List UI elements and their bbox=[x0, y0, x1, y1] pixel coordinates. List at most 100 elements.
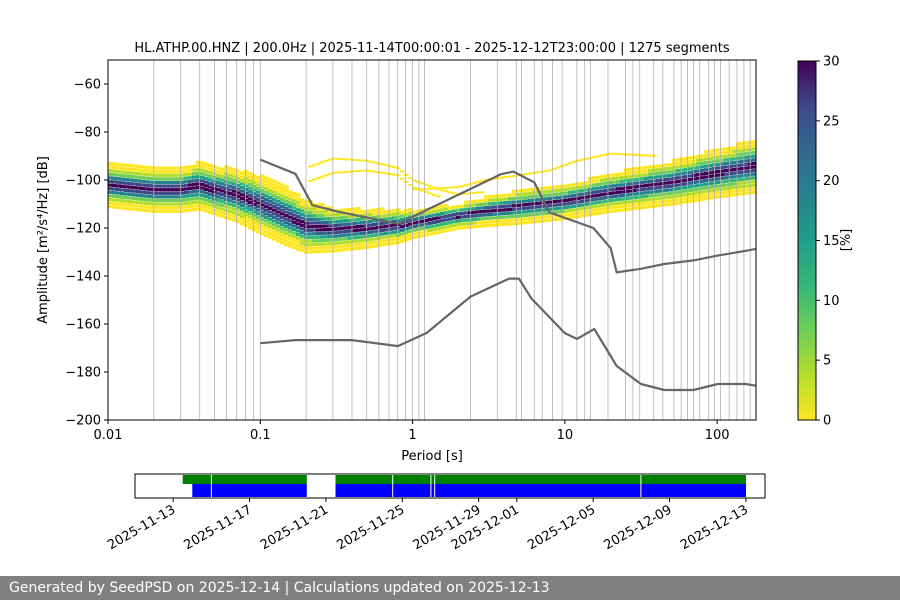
plot-frame bbox=[107, 59, 757, 421]
heatmap-cell bbox=[188, 172, 193, 176]
heatmap-cell bbox=[228, 177, 233, 181]
heatmap-cell bbox=[280, 223, 285, 227]
heatmap-cell bbox=[368, 245, 373, 249]
heatmap-cell bbox=[172, 191, 177, 195]
heatmap-cell bbox=[208, 178, 213, 182]
heatmap-cell bbox=[564, 205, 569, 210]
heatmap-cell bbox=[492, 219, 497, 224]
heatmap-cell bbox=[732, 175, 737, 179]
heatmap-cell bbox=[108, 190, 113, 194]
heatmap-cell bbox=[300, 245, 305, 249]
heatmap-scatter-cell bbox=[308, 165, 313, 168]
heatmap-cell bbox=[408, 226, 413, 230]
heatmap-cell bbox=[632, 199, 637, 203]
heatmap-cell bbox=[144, 198, 149, 202]
heatmap-cell bbox=[296, 240, 301, 244]
heatmap-cell bbox=[116, 180, 121, 184]
heatmap-cell bbox=[376, 236, 381, 240]
heatmap-cell bbox=[596, 175, 601, 179]
heatmap-cell bbox=[416, 209, 421, 213]
heatmap-cell bbox=[380, 214, 385, 218]
heatmap-cell bbox=[444, 203, 449, 208]
heatmap-cell bbox=[132, 193, 137, 197]
heatmap-cell bbox=[264, 183, 269, 187]
heatmap-cell bbox=[644, 194, 649, 198]
heatmap-cell bbox=[644, 169, 649, 173]
heatmap-cell bbox=[168, 184, 173, 188]
heatmap-cell bbox=[688, 199, 693, 203]
heatmap-cell bbox=[504, 201, 509, 205]
heatmap-cell bbox=[696, 176, 701, 180]
heatmap-cell bbox=[352, 225, 357, 229]
heatmap-cell bbox=[160, 180, 165, 185]
heatmap-cell bbox=[728, 157, 733, 161]
heatmap-cell bbox=[244, 209, 249, 213]
heatmap-cell bbox=[596, 211, 601, 215]
heatmap-cell bbox=[312, 235, 317, 239]
availability-bar bbox=[335, 475, 746, 484]
heatmap-cell bbox=[164, 173, 169, 177]
heatmap-cell bbox=[176, 206, 181, 210]
heatmap-scatter-cell bbox=[416, 188, 421, 191]
heatmap-scatter-cell bbox=[312, 178, 317, 181]
heatmap-cell bbox=[384, 224, 389, 228]
heatmap-cell bbox=[296, 197, 301, 201]
heatmap-cell bbox=[708, 174, 713, 178]
heatmap-cell bbox=[584, 199, 589, 203]
heatmap-cell bbox=[184, 209, 189, 213]
heatmap-scatter-cell bbox=[444, 186, 449, 189]
heatmap-cell bbox=[752, 143, 756, 148]
heatmap-cell bbox=[140, 186, 145, 191]
heatmap-cell bbox=[220, 196, 225, 200]
heatmap-cell bbox=[592, 201, 597, 205]
heatmap-cell bbox=[312, 210, 317, 214]
heatmap-scatter-cell bbox=[352, 158, 357, 161]
heatmap-cell bbox=[364, 213, 369, 217]
heatmap-cell bbox=[112, 198, 117, 202]
heatmap-cell bbox=[180, 177, 185, 181]
heatmap-cell bbox=[260, 181, 265, 185]
heatmap-cell bbox=[648, 187, 653, 191]
heatmap-cell bbox=[552, 192, 557, 196]
heatmap-cell bbox=[172, 202, 177, 206]
heatmap-cell bbox=[268, 199, 273, 203]
heatmap-cell bbox=[576, 204, 581, 208]
colorbar-tick-label: 30 bbox=[823, 55, 840, 70]
heatmap-cell bbox=[512, 193, 517, 197]
heatmap-cell bbox=[324, 213, 329, 217]
heatmap-cell bbox=[516, 196, 521, 200]
heatmap-cell bbox=[280, 219, 285, 223]
heatmap-cell bbox=[512, 214, 517, 219]
heatmap-cell bbox=[552, 203, 557, 207]
heatmap-scatter-cell bbox=[636, 154, 641, 156]
heatmap-cell bbox=[344, 215, 349, 219]
heatmap-cell bbox=[656, 186, 661, 190]
heatmap-cell bbox=[288, 237, 293, 241]
heatmap-cell bbox=[184, 198, 189, 202]
heatmap-cell bbox=[196, 196, 201, 200]
heatmap-cell bbox=[500, 197, 505, 201]
heatmap-cell bbox=[740, 181, 745, 185]
heatmap-cell bbox=[284, 196, 289, 200]
heatmap-cell bbox=[148, 198, 153, 202]
heatmap-cell bbox=[396, 215, 401, 219]
heatmap-cell bbox=[640, 177, 645, 181]
heatmap-cell bbox=[284, 232, 289, 236]
heatmap-cell bbox=[336, 212, 341, 216]
heatmap-cell bbox=[276, 214, 281, 218]
heatmap-cell bbox=[720, 176, 725, 180]
heatmap-cell bbox=[544, 186, 549, 190]
heatmap-cell bbox=[380, 207, 385, 211]
colorbar-gradient bbox=[797, 60, 817, 421]
heatmap-scatter-cell bbox=[464, 184, 469, 187]
heatmap-cell bbox=[528, 198, 533, 203]
heatmap-cell bbox=[720, 155, 725, 159]
heatmap-cell bbox=[680, 186, 685, 190]
heatmap-cell bbox=[208, 163, 213, 168]
heatmap-cell bbox=[160, 202, 165, 206]
colorbar-tick-label: 15 bbox=[823, 234, 840, 249]
heatmap-cell bbox=[700, 161, 705, 165]
heatmap-cell bbox=[428, 210, 433, 214]
heatmap-cell bbox=[216, 191, 221, 195]
heatmap-scatter-cell bbox=[428, 192, 433, 195]
